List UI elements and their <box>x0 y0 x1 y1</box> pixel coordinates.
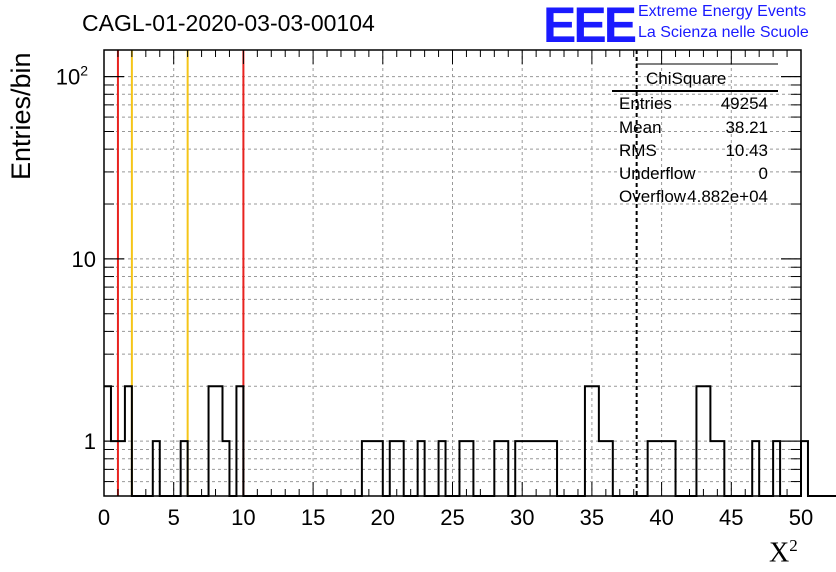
grid-lines <box>103 50 802 496</box>
stats-label: RMS <box>619 141 657 160</box>
y-tick-label: 1 <box>84 429 96 454</box>
stats-label: Mean <box>619 118 662 137</box>
x-tick-label: 20 <box>371 505 395 530</box>
stats-label: Overflow <box>619 187 687 206</box>
stats-box-lines <box>612 63 778 92</box>
x-tick-label: 25 <box>440 505 464 530</box>
x-tick-label: 45 <box>719 505 743 530</box>
x-tick-label: 10 <box>231 505 255 530</box>
stats-label: Entries <box>619 94 672 113</box>
tick-labels: 0 5 10 15 20 25 30 35 40 45 50 1 10 102 <box>56 63 814 530</box>
x-tick-label: 5 <box>168 505 180 530</box>
x-tick-label: 15 <box>301 505 325 530</box>
stats-value: 10.43 <box>725 141 768 160</box>
x-tick-label: 50 <box>789 505 813 530</box>
org-name-line1: Extreme Energy Events <box>638 3 807 20</box>
x-tick-label: 30 <box>510 505 534 530</box>
x-tick-label: 35 <box>580 505 604 530</box>
axes <box>103 49 802 497</box>
org-name-line2: La Scienza nelle Scuole <box>638 24 809 41</box>
stats-value: 49254 <box>720 94 768 113</box>
x-tick-label: 0 <box>98 505 110 530</box>
y-axis-label: Entries/bin <box>6 52 36 180</box>
run-title: CAGL-01-2020-03-03-00104 <box>82 10 375 36</box>
x-tick-label: 40 <box>649 505 673 530</box>
stats-label: Underflow <box>619 164 696 183</box>
stats-value: 38.21 <box>725 118 768 137</box>
stats-value: 0 <box>758 164 768 183</box>
eee-logo: EEE <box>543 0 637 53</box>
stats-title: ChiSquare <box>646 69 727 88</box>
stats-value: 4.882e+04 <box>687 187 768 206</box>
y-tick-label: 10 <box>72 247 96 272</box>
x-axis-label: X2 <box>769 536 798 569</box>
y-tick-label: 102 <box>56 63 88 90</box>
